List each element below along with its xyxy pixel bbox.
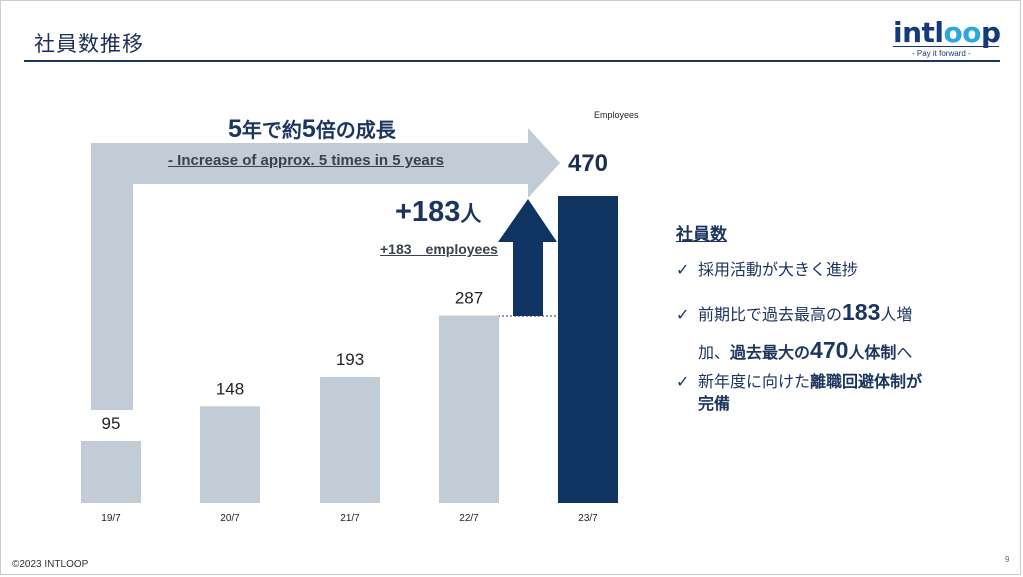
bullet-recruiting: ✓ 採用活動が大きく進捗 xyxy=(676,254,858,288)
bar-23-7 xyxy=(558,196,618,503)
bullet-headcount: ✓ 前期比で過去最高の183人増 加、過去最大の470人体制へ xyxy=(676,299,913,363)
x-tick-label: 23/7 xyxy=(578,513,598,524)
logo-wordmark: intloop xyxy=(893,16,1001,49)
x-tick-label: 22/7 xyxy=(459,513,479,524)
tick-labels-group: 19/7 20/7 21/7 22/7 23/7 xyxy=(101,513,598,524)
growth-title: 5年で約5倍の成長 xyxy=(228,115,396,143)
page-title: 社員数推移 xyxy=(34,33,144,56)
growth-subtitle: - Increase of approx. 5 times in 5 years xyxy=(168,152,444,169)
increment-subtitle: +183 employees xyxy=(380,241,498,257)
check-icon: ✓ xyxy=(676,374,690,391)
bar-value-label: 470 xyxy=(568,150,608,177)
increment-title: +183人 xyxy=(395,196,482,228)
value-labels-group: 95 148 193 287 470 xyxy=(102,150,608,433)
logo-tagline: - Pay it forward - xyxy=(912,49,971,58)
x-tick-label: 19/7 xyxy=(101,513,121,524)
bar-value-label: 287 xyxy=(455,289,483,308)
bars-group xyxy=(81,196,618,503)
bar-value-label: 95 xyxy=(102,414,121,433)
bar-20-7 xyxy=(200,406,260,503)
logo-underline xyxy=(893,46,999,47)
bar-value-label: 148 xyxy=(216,379,244,398)
growth-arrow xyxy=(91,128,560,410)
check-icon: ✓ xyxy=(676,307,690,324)
bar-19-7 xyxy=(81,440,141,503)
bar-21-7 xyxy=(320,376,380,503)
check-icon: ✓ xyxy=(676,262,690,279)
bullet-retention: ✓ 新年度に向けた離職回避体制が 完備 xyxy=(676,374,923,413)
x-tick-label: 21/7 xyxy=(340,513,360,524)
title-divider xyxy=(24,60,1000,62)
increment-arrow xyxy=(498,199,557,316)
x-tick-label: 20/7 xyxy=(220,513,240,524)
bar-value-label: 193 xyxy=(336,350,364,369)
bar-22-7 xyxy=(439,315,499,503)
unit-label: Employees xyxy=(594,110,639,120)
panel-heading: 社員数 xyxy=(676,225,727,244)
page-number: 9 xyxy=(1005,555,1010,564)
copyright: ©2023 INTLOOP xyxy=(12,559,89,570)
intloop-logo: intloop - Pay it forward - xyxy=(893,16,1003,60)
